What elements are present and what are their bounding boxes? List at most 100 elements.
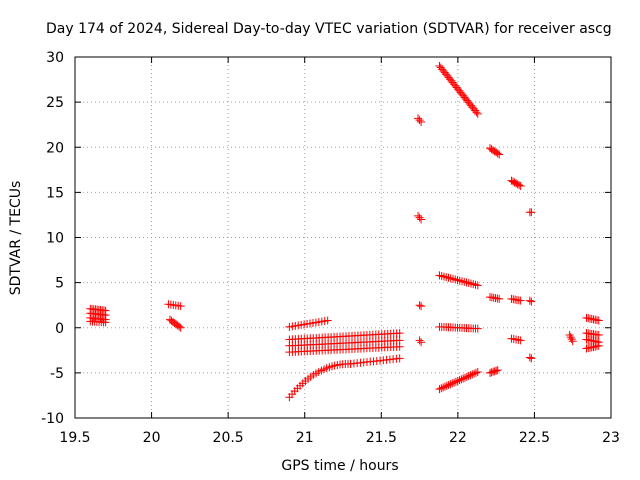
data-point <box>527 208 536 217</box>
data-point <box>439 272 448 281</box>
x-tick-label: 23 <box>602 430 620 446</box>
chart-title: Day 174 of 2024, Sidereal Day-to-day VTE… <box>46 21 612 37</box>
data-point <box>471 368 480 377</box>
data-point <box>417 302 426 311</box>
y-tick-label: 20 <box>46 140 64 156</box>
x-tick-label: 20.5 <box>213 430 244 446</box>
x-tick-label: 21 <box>296 430 314 446</box>
x-axis-label: GPS time / hours <box>281 458 398 474</box>
data-point <box>444 273 453 282</box>
data-point <box>460 277 469 286</box>
data-point <box>464 278 473 287</box>
tick-layer <box>74 56 612 419</box>
data-point <box>567 335 576 344</box>
data-point <box>395 354 404 363</box>
data-point <box>525 296 534 305</box>
data-point <box>458 277 467 286</box>
y-tick-label: 30 <box>46 50 64 66</box>
data-point <box>415 213 424 222</box>
data-point <box>594 341 603 350</box>
data-point <box>470 369 479 378</box>
x-tick-label: 22.5 <box>519 430 550 446</box>
data-point <box>451 377 460 386</box>
data-point <box>455 376 464 385</box>
x-tick-label: 20 <box>143 430 161 446</box>
data-point <box>462 372 471 381</box>
data-point <box>459 374 468 383</box>
x-tick-label: 22 <box>449 430 467 446</box>
data-point <box>440 382 449 391</box>
y-tick-label: 5 <box>55 276 64 292</box>
y-tick-label: -10 <box>41 411 64 427</box>
data-point <box>395 342 404 351</box>
data-point <box>415 116 424 125</box>
y-tick-label: 15 <box>46 185 64 201</box>
data-point <box>444 381 453 390</box>
data-point <box>594 330 603 339</box>
data-point <box>417 117 426 126</box>
y-tick-label: 10 <box>46 231 64 247</box>
data-point <box>175 322 184 331</box>
data-point <box>176 323 185 332</box>
data-point <box>448 379 457 388</box>
data-point <box>516 182 525 191</box>
data-point <box>469 280 478 289</box>
data-point <box>473 367 482 376</box>
data-point <box>395 329 404 338</box>
y-axis-label: SDTVAR / TECUs <box>8 181 24 296</box>
data-point <box>468 370 477 379</box>
data-point <box>439 383 448 392</box>
data-point <box>462 278 471 287</box>
data-point <box>461 373 470 382</box>
data-point <box>442 273 451 282</box>
data-point <box>417 215 426 224</box>
data-point <box>435 271 444 280</box>
data-point <box>565 330 574 339</box>
data-point <box>453 276 462 285</box>
data-point <box>473 324 482 333</box>
data-point <box>437 384 446 393</box>
data-point <box>435 385 444 394</box>
data-point <box>101 318 110 327</box>
data-point <box>527 297 536 306</box>
data-point <box>176 302 185 311</box>
data-point <box>492 366 501 375</box>
data-point <box>525 353 534 362</box>
data-point <box>446 274 455 283</box>
grid-layer <box>75 57 611 418</box>
data-point <box>450 378 459 387</box>
data-point <box>473 109 482 118</box>
data-point <box>527 354 536 363</box>
y-tick-labels: -10 -5 0 5 10 15 20 25 30 <box>41 50 64 427</box>
data-point <box>493 149 502 158</box>
data-point <box>415 336 424 345</box>
data-point <box>457 375 466 384</box>
data-point <box>594 316 603 325</box>
data-point <box>453 376 462 385</box>
data-point <box>451 275 460 284</box>
y-tick-label: 25 <box>46 95 64 111</box>
data-point <box>437 271 446 280</box>
data-point <box>417 338 426 347</box>
data-point <box>464 372 473 381</box>
data-point <box>466 371 475 380</box>
data-point <box>515 181 524 190</box>
x-tick-label: 19.5 <box>59 430 90 446</box>
data-point <box>448 274 457 283</box>
data-point <box>493 366 502 375</box>
data-point <box>516 336 525 345</box>
data-point <box>446 380 455 389</box>
data-point <box>566 333 575 342</box>
data-points <box>86 62 603 402</box>
data-point <box>495 150 504 159</box>
y-tick-label: -5 <box>50 366 64 382</box>
data-point <box>471 280 480 289</box>
data-point <box>568 337 577 346</box>
y-tick-label: 0 <box>55 321 64 337</box>
data-point <box>472 108 481 117</box>
data-point <box>455 276 464 285</box>
data-point <box>323 316 332 325</box>
data-point <box>516 296 525 305</box>
data-point <box>467 279 476 288</box>
